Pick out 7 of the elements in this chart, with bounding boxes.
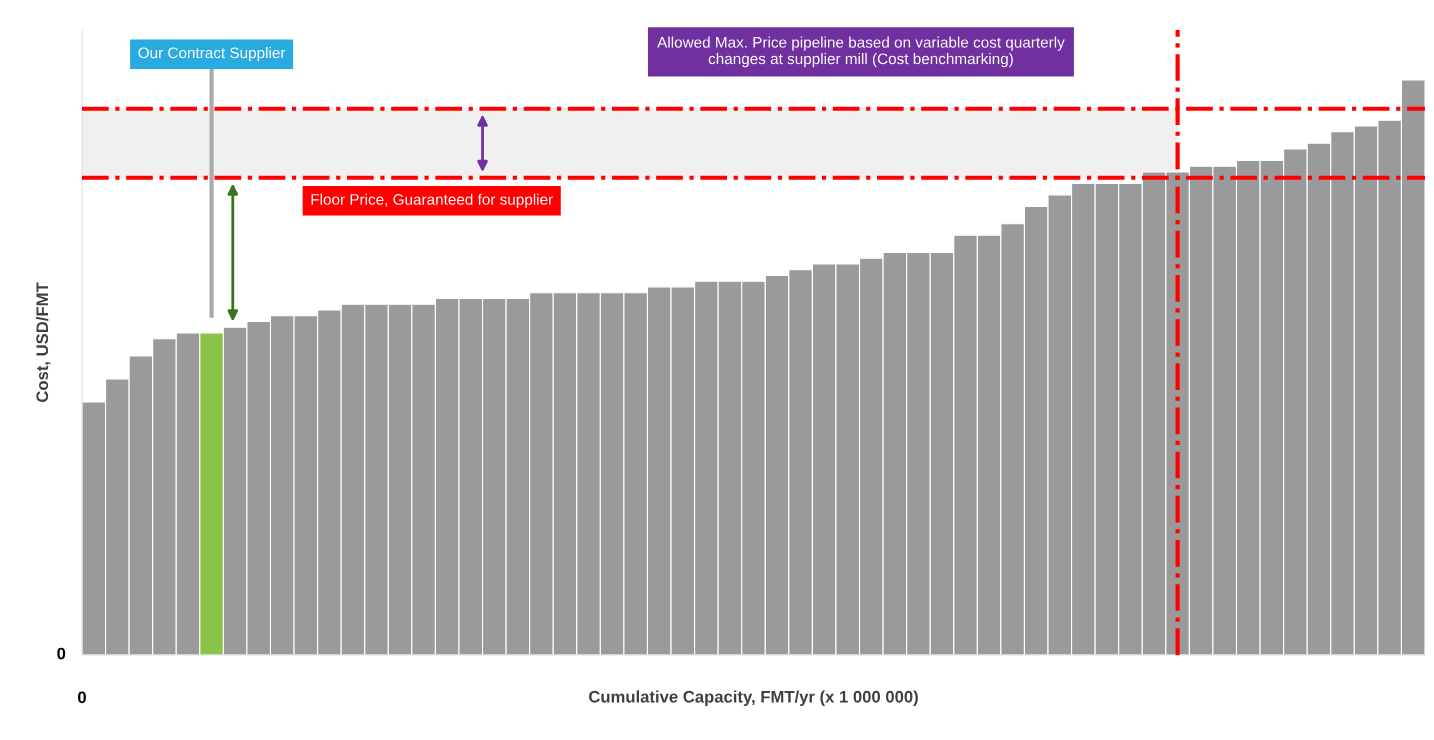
- text: Our Contract Supplier: [138, 47, 286, 62]
- band-label: Allowed Max. Price pipeline based on variable cost quarterly changes at supplier mill (Cost benchmarking): [657, 36, 1065, 68]
- text: 0: [57, 647, 66, 660]
- text: 0: [78, 691, 86, 704]
- ref-line-label: Floor Price, Guaranteed for supplier: [311, 193, 553, 208]
- y-axis-title: Cost, USD/FMT: [35, 282, 51, 402]
- x-axis-title: Cumulative Capacity, FMT/yr (x 1 000 000): [589, 690, 918, 706]
